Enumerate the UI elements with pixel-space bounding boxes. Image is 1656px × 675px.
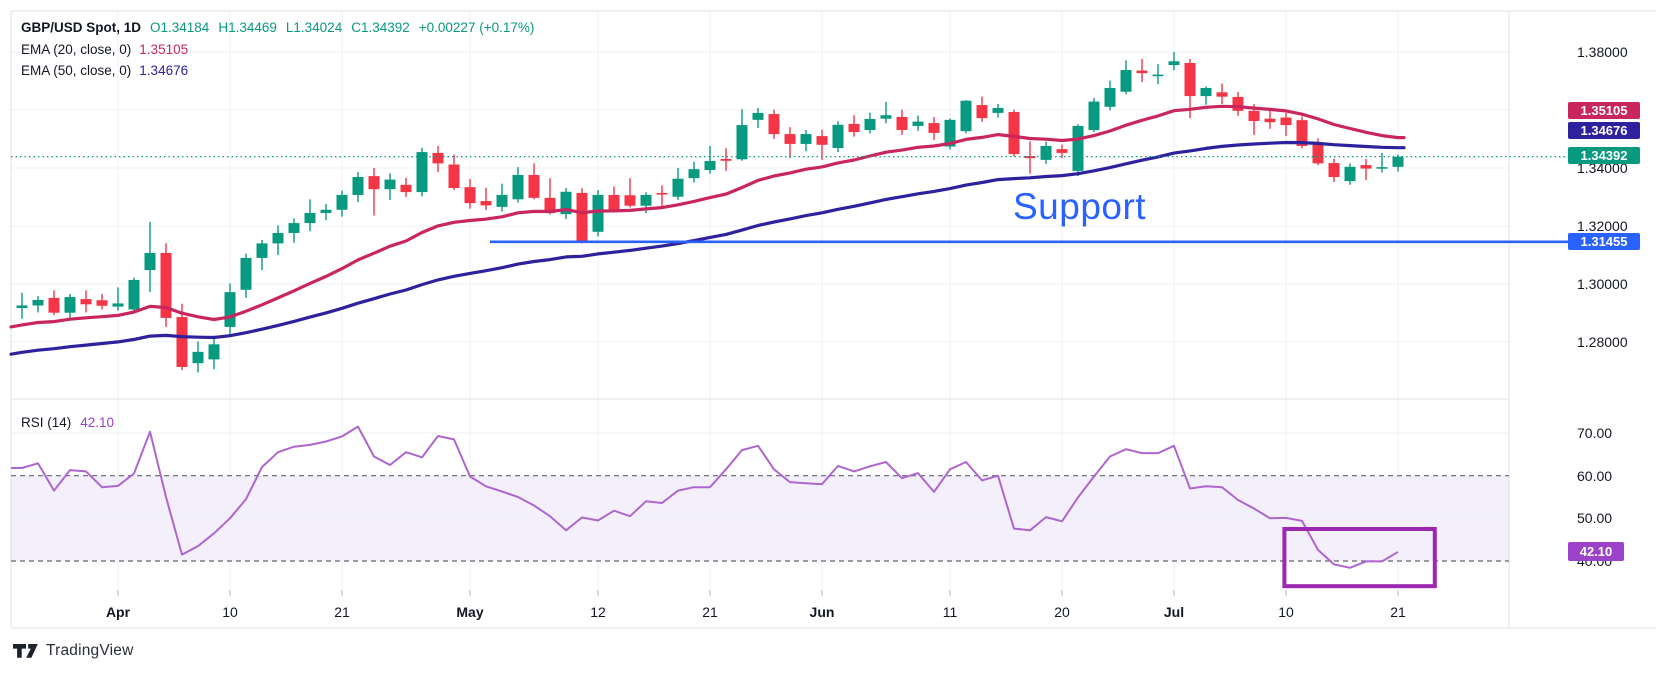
price-axis-label: 1.32000: [1577, 218, 1628, 234]
price-badge-support: 1.31455: [1568, 233, 1640, 250]
time-tick-21: 21: [1390, 604, 1406, 620]
ema20-value: 1.35105: [139, 41, 189, 57]
time-tick-may: May: [456, 604, 484, 620]
time-tick-jul: Jul: [1163, 604, 1185, 620]
pane-borders: [10, 10, 1656, 629]
change-value: +0.00227 (+0.17%): [418, 20, 535, 35]
candlestick-series: [16, 52, 1404, 373]
time-tick-12: 12: [590, 604, 606, 620]
high-value: H1.34469: [218, 20, 277, 35]
ohlc-values: O1.34184 H1.34469 L1.34024 C1.34392 +0.00227…: [150, 20, 543, 35]
price-axis-label: 1.34000: [1577, 160, 1628, 176]
time-tick-20: 20: [1054, 604, 1070, 620]
rsi-axis-label: 70.00: [1577, 425, 1613, 441]
ema50-legend-row[interactable]: EMA (50, close, 0) 1.34676: [21, 60, 543, 82]
time-tick-10: 10: [222, 604, 238, 620]
time-tick-11: 11: [942, 604, 958, 620]
rsi-value: 42.10: [80, 415, 115, 430]
gridlines: [11, 11, 1509, 596]
support-drawing-label[interactable]: Support: [1013, 186, 1147, 227]
rsi-highlight-box: [1282, 527, 1437, 589]
rsi-axis-label: 60.00: [1577, 467, 1613, 484]
price-axis-label: 1.38000: [1577, 44, 1628, 60]
price-badge-ema20: 1.35105: [1568, 102, 1640, 119]
rsi-label[interactable]: RSI (14): [21, 415, 72, 430]
tradingview-brand-text: TradingView: [46, 642, 134, 659]
rsi-pane-legend[interactable]: RSI (14) 42.10: [21, 415, 114, 430]
close-value: C1.34392: [351, 20, 410, 35]
price-badge-ema50: 1.34676: [1568, 122, 1640, 139]
time-tick-21: 21: [334, 604, 350, 620]
time-tick-21: 21: [702, 604, 718, 620]
low-value: L1.34024: [285, 20, 343, 35]
time-tick-jun: Jun: [809, 604, 835, 620]
ema20-legend-row[interactable]: EMA (20, close, 0) 1.35105: [21, 39, 543, 61]
ema50-value: 1.34676: [139, 63, 189, 78]
ema20-label[interactable]: EMA (20, close, 0): [21, 41, 132, 57]
price-axis-label: 1.28000: [1577, 334, 1628, 350]
symbol-title[interactable]: GBP/USD Spot, 1D: [21, 20, 142, 35]
price-axis-label: 1.30000: [1577, 276, 1628, 292]
ema-lines: [9, 104, 1406, 356]
price-badge-up: 1.34392: [1568, 147, 1640, 164]
rsi-threshold-lines: [11, 475, 1509, 562]
time-tick-apr: Apr: [105, 604, 131, 620]
rsi-axis-label: 50.00: [1577, 510, 1613, 527]
main-pane-legend[interactable]: GBP/USD Spot, 1D O1.34184 H1.34469 L1.34024…: [21, 17, 543, 82]
symbol-legend-row[interactable]: GBP/USD Spot, 1D O1.34184 H1.34469 L1.34024…: [21, 17, 543, 39]
rsi-value-badge: 42.10: [1568, 542, 1624, 561]
ema50-label[interactable]: EMA (50, close, 0): [21, 63, 132, 78]
tradingview-logo-icon[interactable]: [13, 643, 39, 659]
open-value: O1.34184: [150, 20, 210, 35]
rsi-line: [11, 425, 1399, 569]
time-tick-10: 10: [1278, 604, 1294, 620]
tradingview-attribution[interactable]: TradingView: [13, 642, 134, 660]
